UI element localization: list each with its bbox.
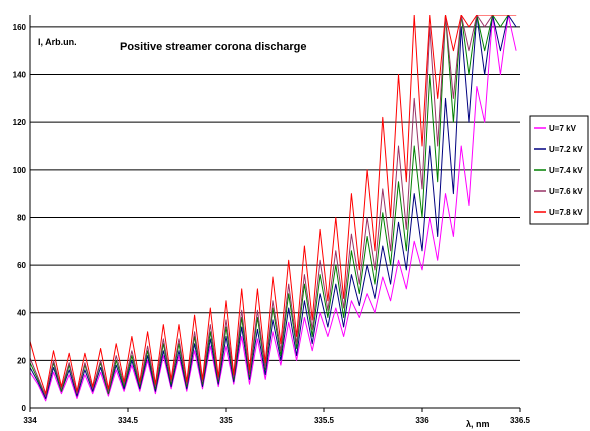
legend-entry: U=7.8 kV bbox=[549, 208, 583, 217]
y-tick-label: 140 bbox=[13, 71, 27, 80]
plot-area bbox=[30, 15, 517, 402]
y-tick-label: 100 bbox=[13, 166, 27, 175]
legend-entry: U=7.4 kV bbox=[549, 166, 583, 175]
x-tick-label: 336.5 bbox=[510, 416, 531, 425]
x-tick-label: 334.5 bbox=[118, 416, 139, 425]
gridlines bbox=[30, 26, 520, 361]
x-tick-label: 335 bbox=[219, 416, 233, 425]
y-tick-label: 120 bbox=[13, 118, 27, 127]
y-tick-label: 80 bbox=[17, 213, 26, 222]
x-axis-label: λ, nm bbox=[466, 419, 490, 429]
y-tick-labels: 0 20 40 60 80 100 120 140 160 bbox=[13, 23, 27, 413]
y-tick-label: 40 bbox=[17, 309, 26, 318]
legend-entry: U=7.6 kV bbox=[549, 187, 583, 196]
chart-title: Positive streamer corona discharge bbox=[120, 41, 306, 53]
x-tick-label: 334 bbox=[23, 416, 37, 425]
x-tick-label: 335.5 bbox=[314, 416, 335, 425]
series-line-4 bbox=[30, 15, 517, 397]
series-line-3 bbox=[30, 15, 517, 397]
legend-entry: U=7 kV bbox=[549, 124, 577, 133]
x-tick-labels: 334 334.5 335 335.5 336 336.5 bbox=[23, 408, 531, 425]
y-tick-label: 60 bbox=[17, 261, 26, 270]
legend-entry: U=7.2 kV bbox=[549, 145, 583, 154]
y-tick-label: 0 bbox=[22, 404, 27, 413]
y-tick-label: 160 bbox=[13, 23, 27, 32]
series-line-5 bbox=[30, 15, 517, 395]
y-axis-label: I, Arb.un. bbox=[38, 37, 77, 47]
legend: U=7 kV U=7.2 kV U=7.4 kV U=7.6 kV U=7.8 kV bbox=[529, 115, 589, 225]
series-line-1 bbox=[30, 15, 517, 402]
x-tick-label: 336 bbox=[415, 416, 429, 425]
y-tick-label: 20 bbox=[17, 356, 26, 365]
